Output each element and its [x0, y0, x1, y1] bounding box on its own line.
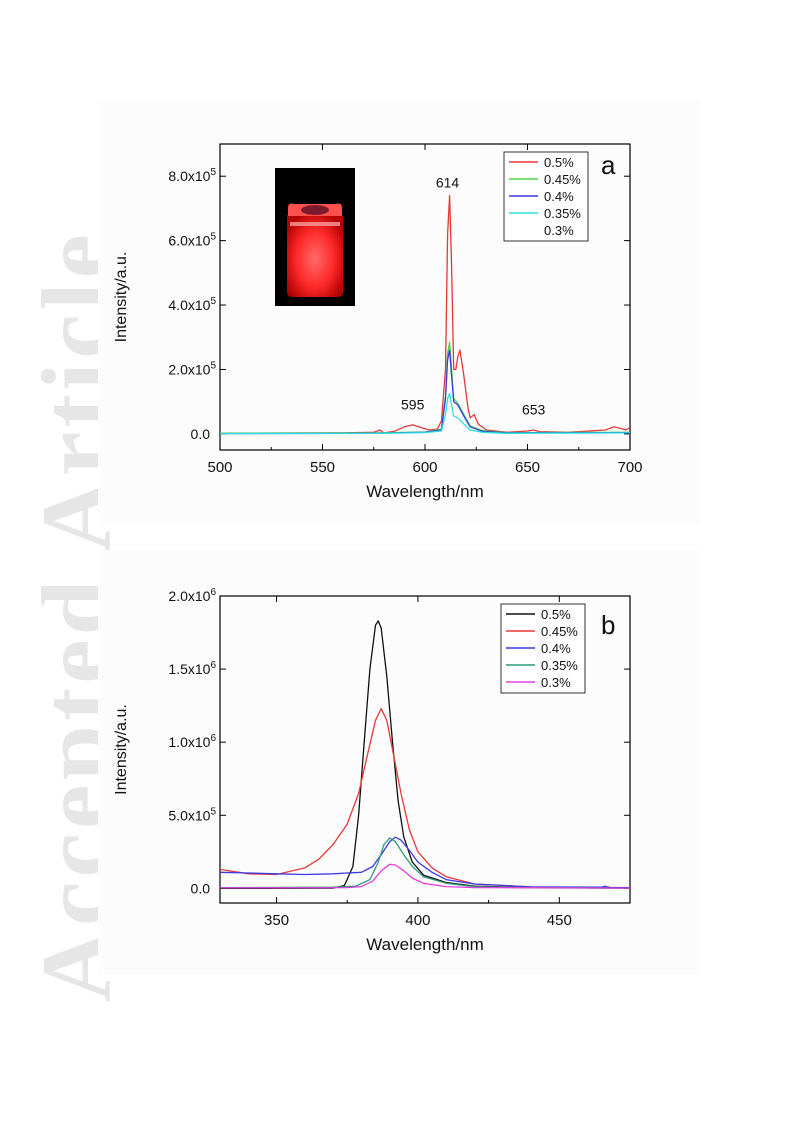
x-tick-label: 700: [617, 459, 642, 476]
peak-label: 595: [401, 397, 425, 413]
y-tick-label: 4.0x105: [168, 296, 216, 313]
y-axis-label: Intensity/a.u.: [113, 704, 130, 795]
y-axis-label: Intensity/a.u.: [113, 252, 130, 343]
legend-label: 0.4%: [541, 641, 571, 656]
legend-label: 0.35%: [541, 658, 578, 673]
panel-letter: b: [601, 610, 615, 640]
series-line-0.35%: [220, 837, 630, 889]
y-tick-label: 1.5x106: [168, 660, 216, 677]
series-line-0.4%: [220, 836, 630, 889]
x-tick-label: 350: [264, 912, 289, 929]
legend-label: 0.35%: [544, 206, 581, 221]
chart-b: 350 400 450 0.0 5.0x105 1.0x106 1.5x106 2.0x106…: [113, 587, 631, 954]
panel-b: 350 400 450 0.0 5.0x105 1.0x106 1.5x106 2.0x106…: [98, 550, 700, 975]
series-line-0.4%: [220, 349, 630, 435]
series-line-0.5%: [220, 620, 630, 890]
peak-label: 614: [436, 174, 460, 190]
x-tick-label: 650: [515, 459, 540, 476]
vial-highlight: [290, 222, 340, 226]
x-tick-label: 550: [310, 459, 335, 476]
panel-a: 500 550 600 650 700 0.0 2.0x105 4.0x105 6.0x105 8…: [98, 100, 700, 525]
series-line-0.35%: [220, 392, 630, 435]
legend-label: 0.45%: [544, 172, 581, 187]
vial-liquid: [287, 212, 343, 297]
panel-letter: a: [601, 150, 616, 180]
y-tick-label: 2.0x106: [168, 587, 216, 604]
plot-frame: [219, 595, 631, 904]
y-tick-label: 8.0x105: [168, 167, 216, 184]
legend: 0.5% 0.45% 0.4% 0.35% 0.3%: [500, 603, 586, 694]
x-tick-label: 500: [207, 459, 232, 476]
y-tick-label: 0.0: [191, 880, 211, 896]
series-line-0.3%: [220, 863, 630, 889]
legend-label: 0.3%: [541, 675, 571, 690]
series-line-0.45%: [220, 341, 630, 434]
legend-label: 0.5%: [544, 155, 574, 170]
vial-cap-top: [301, 205, 329, 215]
x-axis-label: Wavelength/nm: [366, 935, 483, 954]
series-line-0.5%: [220, 194, 630, 434]
legend: 0.5% 0.45% 0.4% 0.35% 0.3%: [503, 151, 589, 242]
series-line-0.45%: [220, 707, 630, 889]
legend-label: 0.3%: [544, 223, 574, 238]
x-axis-label: Wavelength/nm: [366, 482, 483, 501]
y-tick-label: 1.0x106: [168, 733, 216, 750]
vial-photo-inset: [275, 168, 355, 306]
y-tick-label: 6.0x105: [168, 232, 216, 249]
chart-a: 500 550 600 650 700 0.0 2.0x105 4.0x105 6.0x105 8…: [113, 143, 643, 501]
legend-label: 0.4%: [544, 189, 574, 204]
y-tick-label: 5.0x105: [168, 806, 216, 823]
peak-label: 653: [522, 402, 546, 418]
x-tick-label: 600: [412, 459, 437, 476]
legend-label: 0.45%: [541, 624, 578, 639]
y-tick-label: 2.0x105: [168, 360, 216, 377]
x-tick-label: 400: [405, 912, 430, 929]
x-tick-label: 450: [547, 912, 572, 929]
y-tick-label: 0.0: [191, 426, 211, 442]
legend-label: 0.5%: [541, 607, 571, 622]
